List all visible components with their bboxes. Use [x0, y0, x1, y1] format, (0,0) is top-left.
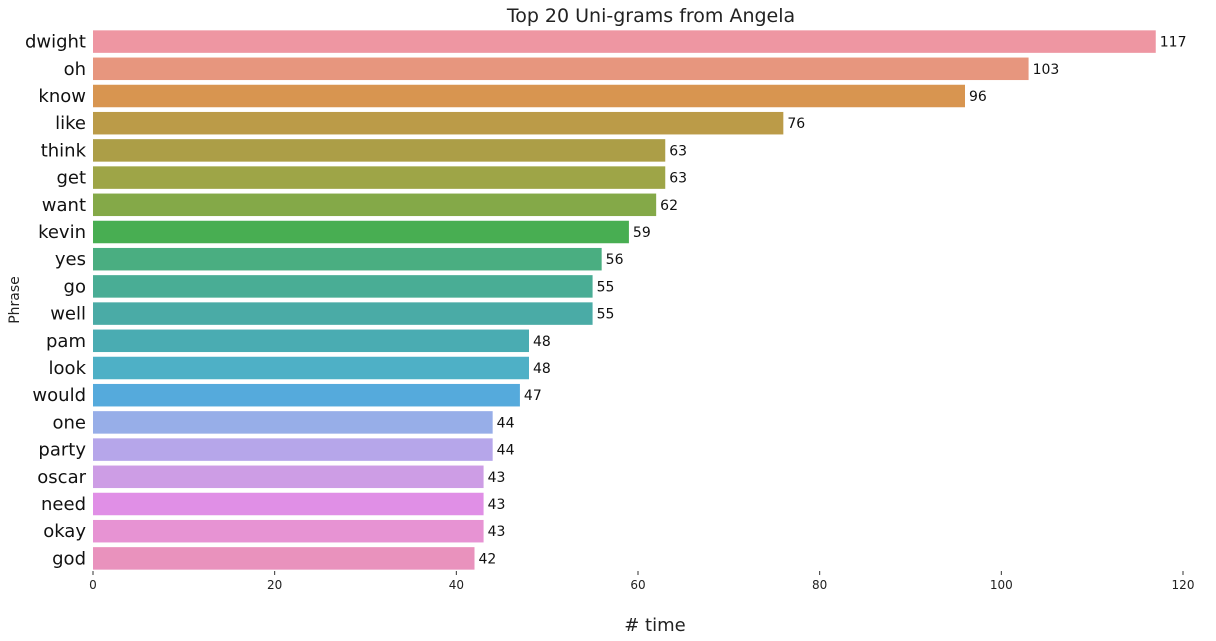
x-tick-label-0: 0: [89, 578, 97, 592]
bar-god: [93, 547, 475, 570]
category-label-think: think: [41, 140, 87, 161]
value-label-look: 48: [533, 361, 551, 377]
bar-would: [93, 383, 520, 407]
category-label-party: party: [38, 440, 86, 461]
category-label-go: go: [64, 276, 86, 297]
chart-title: Top 20 Uni-grams from Angela: [506, 5, 795, 27]
bars-layer: [93, 30, 1156, 570]
value-label-like: 76: [787, 116, 805, 132]
value-label-want: 62: [660, 198, 678, 214]
x-tick-label-20: 20: [267, 578, 282, 592]
x-tick-label-40: 40: [449, 578, 464, 592]
bar-go: [93, 275, 593, 298]
category-label-oscar: oscar: [37, 467, 86, 488]
bar-oscar: [93, 465, 484, 489]
x-tick-label-120: 120: [1172, 578, 1195, 592]
bar-oh: [93, 57, 1029, 81]
bar-well: [93, 302, 593, 325]
bar-dwight: [93, 30, 1156, 53]
x-tick-label-60: 60: [630, 578, 645, 592]
bar-okay: [93, 519, 484, 543]
value-label-get: 63: [669, 171, 687, 187]
category-label-know: know: [38, 86, 86, 107]
bar-get: [93, 166, 666, 189]
category-label-god: god: [52, 548, 86, 569]
category-label-kevin: kevin: [38, 222, 86, 243]
category-label-well: well: [50, 304, 86, 325]
value-label-party: 44: [497, 443, 515, 459]
y-axis-title: Phrase: [7, 276, 23, 324]
category-label-yes: yes: [55, 249, 86, 270]
value-label-okay: 43: [488, 524, 506, 540]
category-label-oh: oh: [64, 59, 86, 80]
value-label-need: 43: [488, 497, 506, 513]
bar-need: [93, 492, 484, 516]
value-label-one: 44: [497, 415, 515, 431]
x-axis-title: # time: [624, 615, 685, 636]
value-label-kevin: 59: [633, 225, 651, 241]
bar-like: [93, 111, 784, 135]
value-label-dwight: 117: [1160, 35, 1187, 51]
bar-pam: [93, 329, 529, 353]
x-tick-label-100: 100: [990, 578, 1013, 592]
category-label-want: want: [42, 195, 86, 216]
bar-kevin: [93, 220, 629, 244]
value-label-know: 96: [969, 89, 987, 105]
value-labels: 117 103 96 76 63 63 62 59 56 55 55 48 48 47 44 44 43 43 43…: [479, 35, 1187, 568]
x-axis-ticks: 0 20 40 60 80 100 120: [89, 571, 1194, 592]
category-labels: dwight oh know like think get want kevin yes go we…: [25, 32, 87, 570]
bar-look: [93, 356, 529, 380]
bar-yes: [93, 247, 602, 271]
category-label-need: need: [41, 494, 86, 515]
x-tick-label-80: 80: [812, 578, 827, 592]
value-label-yes: 56: [606, 252, 624, 268]
category-label-get: get: [56, 168, 86, 189]
value-label-would: 47: [524, 388, 542, 404]
bar-think: [93, 139, 666, 162]
value-label-god: 42: [479, 551, 497, 567]
category-label-like: like: [55, 113, 86, 134]
value-label-go: 55: [597, 279, 615, 295]
bar-know: [93, 84, 965, 108]
value-label-think: 63: [669, 143, 687, 159]
category-label-look: look: [49, 358, 87, 379]
value-label-well: 55: [597, 307, 615, 323]
category-label-would: would: [32, 385, 86, 406]
bar-party: [93, 438, 493, 461]
bar-one: [93, 411, 493, 434]
value-label-oh: 103: [1033, 62, 1060, 78]
value-label-oscar: 43: [488, 470, 506, 486]
category-label-one: one: [53, 412, 87, 433]
category-label-okay: okay: [43, 521, 86, 542]
category-label-pam: pam: [46, 331, 86, 352]
bar-want: [93, 193, 657, 217]
value-label-pam: 48: [533, 334, 551, 350]
category-label-dwight: dwight: [25, 32, 86, 53]
